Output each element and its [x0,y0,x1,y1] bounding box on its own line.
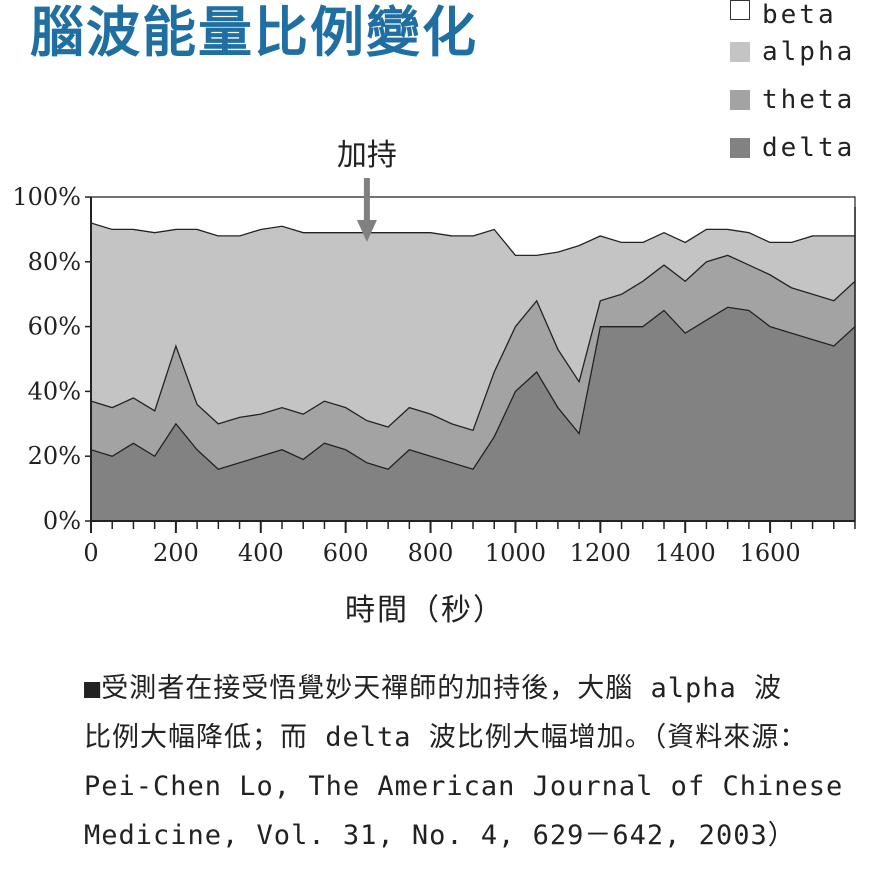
x-tick-label: 1000 [485,539,546,567]
legend-label-delta: delta [762,133,856,163]
y-tick-label: 40% [28,377,81,405]
legend-item-delta: delta [730,124,855,172]
annotation-label: 加持 [337,138,397,173]
series-areas [90,196,856,522]
caption-line-2: 比例大幅降低；而 delta 波比例大幅增加。（資料來源： [84,722,808,753]
legend-swatch-delta [730,138,750,158]
y-tick-label: 0% [43,507,81,535]
annotation-arrow-head [356,220,377,242]
chart-title: 腦波能量比例變化 [30,1,478,64]
y-tick-label: 100% [12,183,81,211]
y-tick-label: 80% [28,248,81,276]
caption-line-3: Pei-Chen Lo, The American Journal of Chi… [84,771,844,802]
x-tick-label: 0 [83,539,98,567]
x-tick-label: 600 [323,539,369,567]
caption-line-1: ■受測者在接受悟覺妙天禪師的加持後，大腦 alpha 波 [84,673,783,704]
y-tick-label: 60% [28,313,81,341]
x-tick-label: 1400 [655,539,716,567]
y-tick-label: 20% [28,442,81,470]
x-tick-label: 800 [408,539,454,567]
chart-ticks: 0% 20% 40% 60% 80% 100% 0 200 400 600 800 1000 1200 1… [12,183,856,567]
legend-swatch-beta [730,0,750,20]
stacked-area-chart: 0% 20% 40% 60% 80% 100% 0 200 400 600 800 1000 1200 1… [12,138,856,567]
figure-caption: ■受測者在接受悟覺妙天禪師的加持後，大腦 alpha 波 比例大幅降低；而 de… [84,664,864,860]
legend-swatch-alpha [730,42,750,62]
x-tick-label: 1200 [570,539,631,567]
annotation-group: 加持 [337,138,397,242]
x-tick-label: 1600 [740,539,801,567]
legend-label-theta: theta [762,85,856,115]
caption-line-4: Medicine, Vol. 31, No. 4, 629－642, 2003） [84,820,796,851]
legend: beta alpha theta delta [730,0,855,172]
x-tick-label: 400 [238,539,284,567]
legend-item-alpha: alpha [730,28,855,76]
legend-item-beta: beta [730,0,855,30]
legend-item-theta: theta [730,76,855,124]
legend-label-beta: beta [762,0,837,30]
legend-swatch-theta [730,90,750,110]
x-tick-label: 200 [153,539,199,567]
legend-label-alpha: alpha [762,37,856,67]
x-axis-label: 時間（秒） [345,593,505,628]
